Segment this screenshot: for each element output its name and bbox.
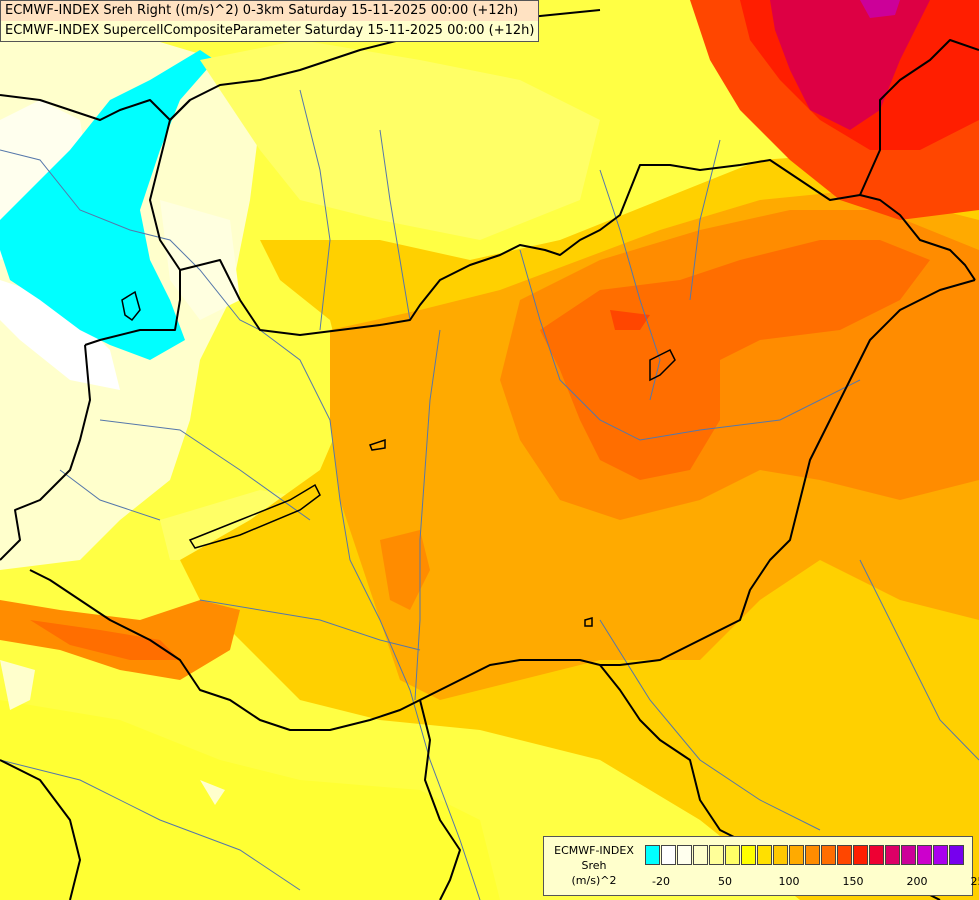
map-title-scp: ECMWF-INDEX SupercellCompositeParameter … — [5, 23, 535, 38]
legend-swatch — [773, 845, 788, 865]
legend-swatch — [821, 845, 836, 865]
field-red-core — [610, 310, 650, 330]
map-title-box: ECMWF-INDEX Sreh Right ((m/s)^2) 0-3km S… — [0, 0, 540, 42]
legend-swatch — [741, 845, 756, 865]
field-pale-spot-south — [200, 780, 225, 805]
legend-tick-label: 250 — [970, 875, 979, 888]
legend-swatch — [709, 845, 724, 865]
legend-swatch — [853, 845, 868, 865]
color-legend: ECMWF-INDEX Sreh (m/s)^2 -20 50 100 150 200 2… — [543, 836, 979, 896]
field-magenta-northeast — [770, 0, 930, 130]
legend-title-variable: Sreh — [581, 859, 607, 872]
legend-title-model: ECMWF-INDEX — [554, 844, 634, 857]
legend-swatch — [885, 845, 900, 865]
legend-swatch — [901, 845, 916, 865]
map-title-sreh: ECMWF-INDEX Sreh Right ((m/s)^2) 0-3km S… — [1, 1, 539, 21]
legend-swatch — [725, 845, 740, 865]
legend-swatch — [933, 845, 948, 865]
lakes — [121, 290, 676, 627]
legend-swatch — [645, 845, 660, 865]
legend-swatch — [789, 845, 804, 865]
legend-swatch — [693, 845, 708, 865]
field-orange-center-patch — [380, 530, 430, 610]
field-yellow-south — [0, 700, 500, 900]
legend-swatch — [917, 845, 932, 865]
legend-title-unit: (m/s)^2 — [571, 874, 617, 887]
legend-tick-labels: -2050100150200250300400500700 — [645, 875, 979, 889]
legend-swatch — [837, 845, 852, 865]
legend-swatch — [661, 845, 676, 865]
field-purple-spot — [860, 0, 900, 18]
legend-tick-label: 200 — [906, 875, 928, 888]
legend-swatch — [757, 845, 772, 865]
legend-titles: ECMWF-INDEX Sreh (m/s)^2 — [546, 843, 642, 888]
field-cyan-low — [0, 50, 215, 360]
legend-color-bar — [645, 845, 965, 865]
field-pale-spot-west — [0, 660, 35, 710]
legend-tick-label: 100 — [778, 875, 800, 888]
legend-tick-label: 50 — [718, 875, 732, 888]
country-borders — [0, 9, 979, 900]
field-orange-dark — [540, 240, 930, 480]
legend-tick-label: -20 — [652, 875, 670, 888]
legend-swatch — [677, 845, 692, 865]
field-orange-southwest-dark — [30, 620, 180, 660]
rivers — [0, 89, 979, 900]
field-white-strip — [0, 280, 120, 390]
legend-swatch — [869, 845, 884, 865]
legend-swatch — [805, 845, 820, 865]
legend-tick-label: 150 — [842, 875, 864, 888]
legend-swatch — [949, 845, 964, 865]
